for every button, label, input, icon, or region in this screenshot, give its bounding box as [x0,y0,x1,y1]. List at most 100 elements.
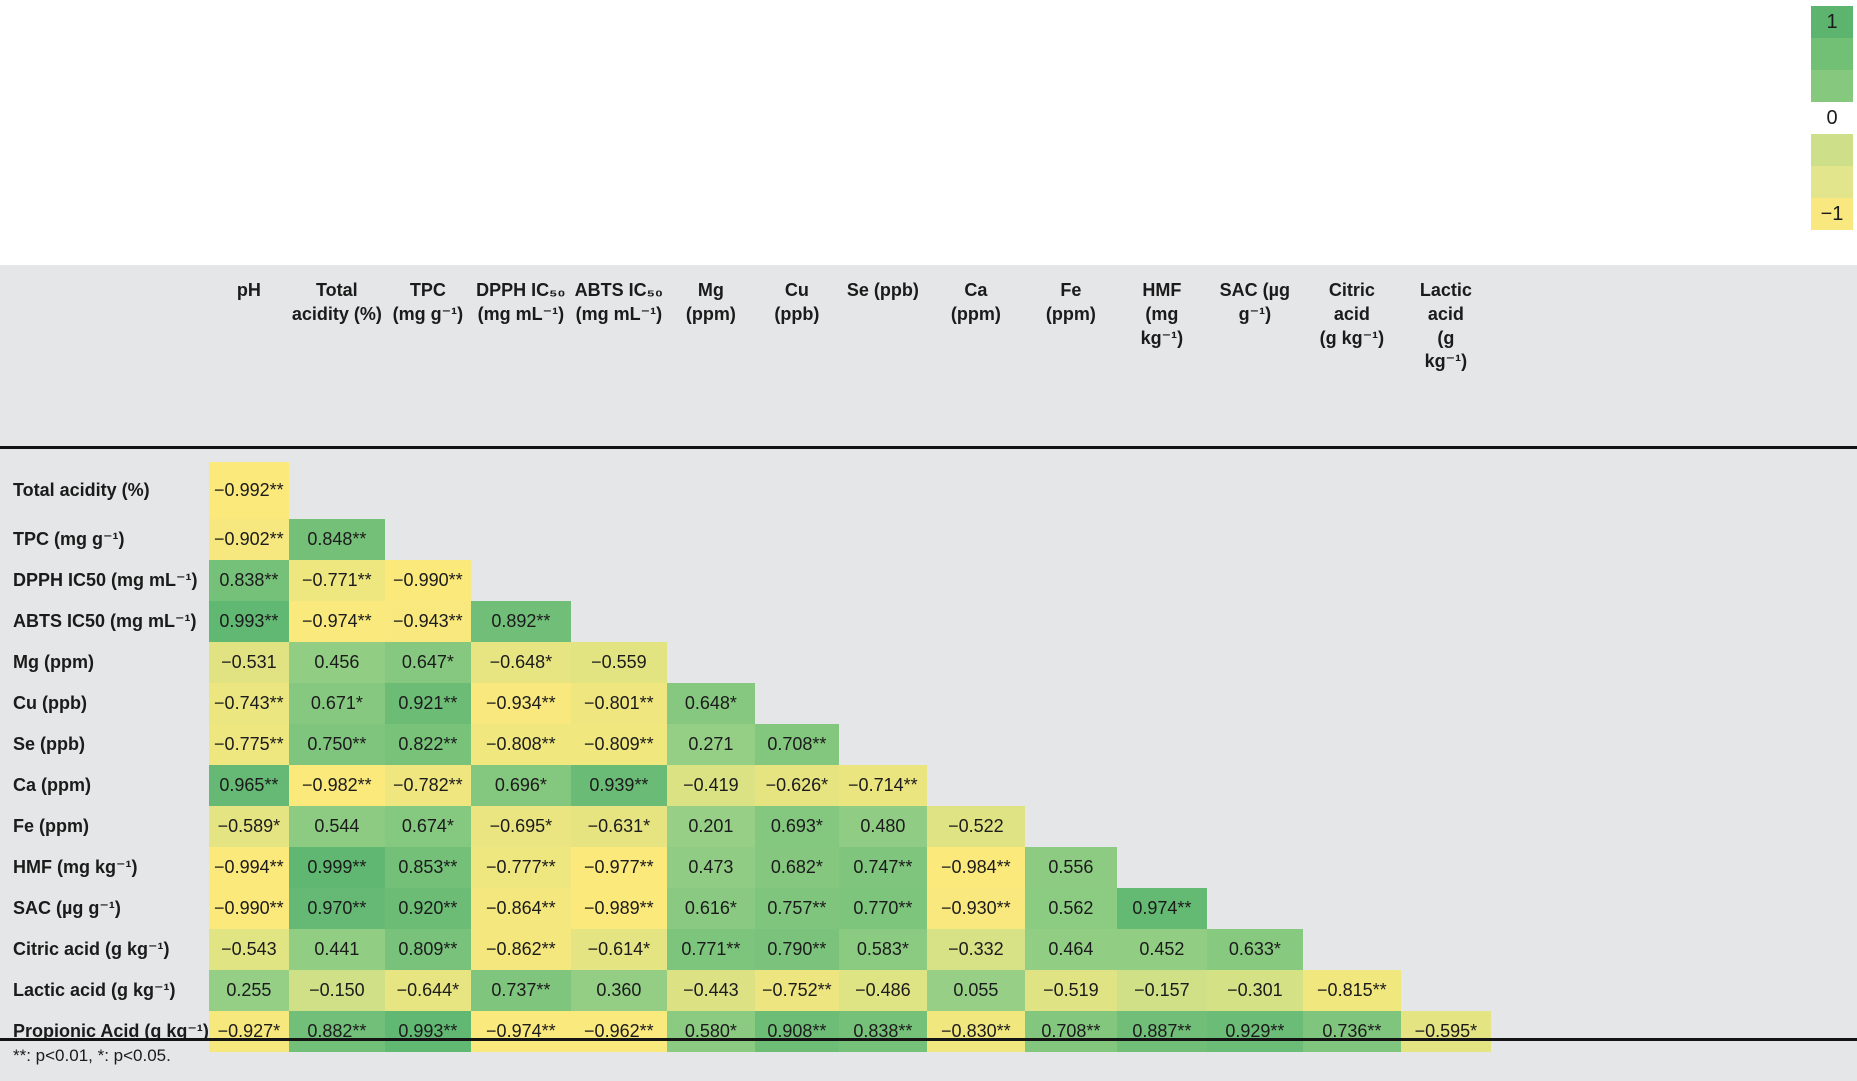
matrix-cell-empty [1303,929,1401,970]
matrix-cell-empty [1117,642,1207,683]
table-header: pH Total acidity (%) TPC (mg g⁻¹) DPPH IC₅₀… [0,265,1491,462]
matrix-cell: −0.648* [470,642,571,683]
column-header: Fe (ppm) [1045,280,1096,324]
matrix-cell-empty [1207,806,1303,847]
matrix-cell: −0.984** [926,847,1025,888]
column-header: HMF (mg kg⁻¹) [1140,280,1184,348]
table-row: TPC (mg g⁻¹) −0.902** 0.848** [0,519,1491,560]
matrix-cell-empty [1401,806,1491,847]
matrix-cell: 0.441 [288,929,385,970]
matrix-cell-empty [1303,683,1401,724]
matrix-cell: −0.930** [926,888,1025,929]
matrix-cell: 0.696* [470,765,571,806]
matrix-cell: 0.965** [208,765,289,806]
matrix-cell-empty [1401,724,1491,765]
matrix-cell: −0.522 [926,806,1025,847]
matrix-cell: 0.790** [754,929,839,970]
matrix-cell-empty [1207,519,1303,560]
table-row: SAC (µg g⁻¹) −0.990** 0.970** 0.920** −0.864… [0,888,1491,929]
matrix-cell-empty [1207,560,1303,601]
matrix-cell: 0.674* [384,806,471,847]
matrix-cell: −0.989** [570,888,667,929]
matrix-cell-empty [1401,560,1491,601]
row-label: SAC (µg g⁻¹) [13,898,121,918]
matrix-cell-empty [1207,683,1303,724]
matrix-cell: −0.775** [208,724,289,765]
header-divider-line [0,446,1857,449]
matrix-cell: 0.809** [384,929,471,970]
matrix-cell: −0.777** [470,847,571,888]
matrix-cell-empty [1117,806,1207,847]
correlation-table-panel: pH Total acidity (%) TPC (mg g⁻¹) DPPH IC₅₀… [0,265,1857,1081]
matrix-cell: 0.271 [666,724,755,765]
corner-cell [0,265,209,462]
matrix-cell: 0.647* [384,642,471,683]
matrix-cell: −0.992** [208,462,289,519]
matrix-cell: 0.616* [666,888,755,929]
matrix-cell: 0.999** [288,847,385,888]
row-label: Ca (ppm) [13,775,91,795]
matrix-cell-empty [839,683,927,724]
table-row: Citric acid (g kg⁻¹) −0.543 0.441 0.809** −0… [0,929,1491,970]
matrix-cell-empty [1117,560,1207,601]
matrix-cell: 0.580* [666,1011,755,1052]
matrix-cell: 0.737** [470,970,571,1011]
matrix-cell-empty [1207,847,1303,888]
column-header: Mg (ppm) [685,280,736,324]
matrix-cell: −0.157 [1116,970,1207,1011]
matrix-cell: 0.544 [288,806,385,847]
matrix-cell-empty [1025,519,1117,560]
matrix-cell-empty [1025,683,1117,724]
row-label: Mg (ppm) [13,652,94,672]
matrix-cell: −0.943** [384,601,471,642]
matrix-cell: 0.892** [470,601,571,642]
matrix-cell-empty [839,560,927,601]
matrix-cell: 0.736** [1302,1011,1401,1052]
matrix-cell-empty [927,642,1025,683]
matrix-cell: 0.993** [384,1011,471,1052]
matrix-cell-empty [839,601,927,642]
matrix-cell: −0.695* [470,806,571,847]
matrix-cell-empty [1117,683,1207,724]
matrix-cell: 0.848** [288,519,385,560]
matrix-cell: 0.556 [1024,847,1117,888]
matrix-cell-empty [571,560,667,601]
matrix-cell-empty [385,519,471,560]
matrix-cell: 0.255 [208,970,289,1011]
legend-yellow-swatch [1811,134,1853,166]
matrix-cell-empty [1207,765,1303,806]
matrix-cell: 0.750** [288,724,385,765]
matrix-cell: 0.908** [754,1011,839,1052]
table-body: Total acidity (%) −0.992** TPC (mg g⁻¹) −0.… [0,462,1491,1052]
table-row: DPPH IC50 (mg mL⁻¹) 0.838** −0.771** −0.990… [0,560,1491,601]
matrix-cell: 0.648* [666,683,755,724]
matrix-cell-empty [1303,601,1401,642]
matrix-cell: 0.757** [754,888,839,929]
matrix-cell: 0.708** [754,724,839,765]
matrix-cell-empty [1401,970,1491,1011]
matrix-cell-empty [1303,847,1401,888]
matrix-cell: 0.970** [288,888,385,929]
matrix-cell: −0.595* [1400,1011,1491,1052]
matrix-cell: −0.809** [570,724,667,765]
colorbar-legend: 1 0 −1 [1811,6,1853,230]
row-label: Lactic acid (g kg⁻¹) [13,980,176,1000]
matrix-cell: 0.822** [384,724,471,765]
matrix-cell: 0.480 [838,806,927,847]
matrix-cell: −0.543 [208,929,289,970]
matrix-cell-empty [927,601,1025,642]
matrix-cell-empty [471,519,571,560]
matrix-cell: −0.531 [208,642,289,683]
column-header: Citric acid (g kg⁻¹) [1319,280,1385,348]
matrix-cell: −0.808** [470,724,571,765]
matrix-cell: −0.626* [754,765,839,806]
matrix-cell-empty [1303,888,1401,929]
matrix-cell-empty [1303,519,1401,560]
column-header: TPC (mg g⁻¹) [392,280,464,324]
matrix-cell-empty [927,683,1025,724]
table-row: Lactic acid (g kg⁻¹) 0.255 −0.150 −0.644* 0.… [0,970,1491,1011]
matrix-cell: −0.934** [470,683,571,724]
matrix-cell: −0.862** [470,929,571,970]
matrix-cell: 0.360 [570,970,667,1011]
